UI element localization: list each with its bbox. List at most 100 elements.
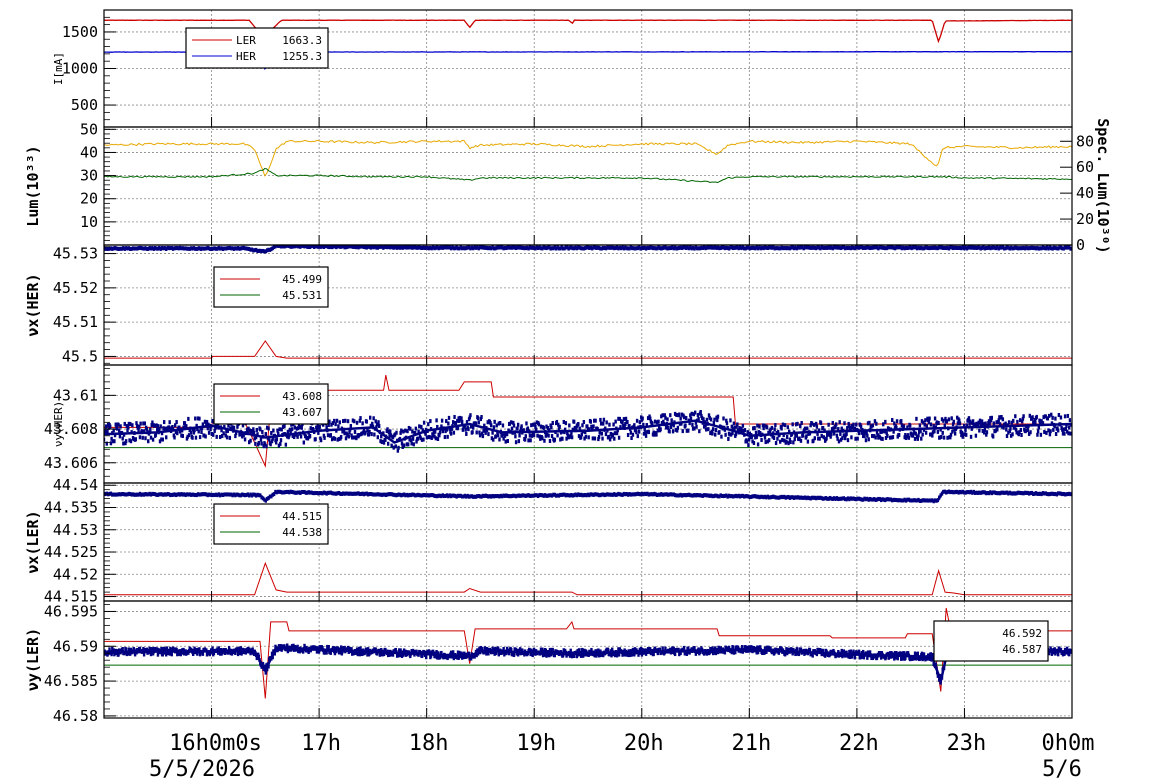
series-point [945,419,949,424]
series-point [902,651,906,656]
series-point [782,433,785,438]
series-point [805,426,809,431]
series-point [852,422,855,427]
series-point [971,419,975,424]
series-point [580,432,583,437]
series-point [435,649,438,654]
series-point [309,426,312,431]
series-point [617,652,621,657]
series-point [928,416,931,421]
series-point [785,439,788,444]
series-point [175,647,178,652]
series-point [818,436,821,441]
series-point [274,440,278,445]
series-point [539,424,543,429]
panel-frame [103,600,1073,719]
series-point [892,429,895,434]
series-point [785,647,788,652]
series-point [1007,430,1010,435]
series-point [895,425,898,430]
series-point [148,646,151,651]
series-point [672,646,675,651]
series-point [377,423,381,428]
series-point [866,433,869,438]
series-point [641,416,644,421]
series-point [928,656,931,661]
series-point [348,430,351,435]
legend-box [185,27,329,69]
series-point [1069,431,1072,436]
series-point [674,427,678,432]
series-point [608,437,612,442]
series-point [544,433,548,438]
series-point [783,423,787,428]
series-point [927,420,931,425]
series-point [920,436,923,441]
series-point [485,651,488,656]
series-point [825,436,828,441]
series-point [1059,647,1063,652]
series-line [104,419,1072,444]
series-point [808,648,812,653]
series-point [840,426,843,431]
series-point [224,433,227,438]
series-point [604,432,608,437]
y-tick-label: 30 [80,167,98,185]
series-point [142,646,145,651]
series-point [935,420,939,425]
series-point [563,427,567,432]
series-point [346,419,350,424]
series-point [754,430,758,435]
legend-value: 43.607 [282,406,322,419]
series-point [631,647,635,652]
series-point [862,430,866,435]
series-point [781,437,784,442]
series-point [456,655,459,660]
series-point [809,423,812,428]
series-point [763,646,767,651]
series-point [113,439,116,444]
series-point [476,651,480,656]
series-point [904,655,907,660]
series-point [611,433,615,438]
series-point [946,435,949,440]
series-point [1049,429,1052,434]
series-point [400,441,404,446]
series-point [785,435,789,440]
series-point [713,417,716,422]
series-point [218,651,222,656]
series-point [298,649,301,654]
series-point [1009,433,1013,438]
series-point [147,439,150,444]
series-point [340,651,344,656]
series-point [478,430,481,435]
series-point [457,655,460,660]
series-point [501,433,504,438]
series-point [1019,428,1023,433]
x-date-label: 5/6 [1042,757,1082,782]
series-point [241,423,245,428]
series-point [220,428,223,433]
series-point [212,651,216,656]
y-right-tick-label: 60 [1076,158,1094,176]
y-tick-label: 45.5 [62,347,98,365]
series-point [209,427,212,432]
series-point [566,431,569,436]
series-point [622,652,626,657]
series-point [1061,652,1065,657]
series-point [988,421,991,426]
series-point [138,647,142,652]
series-point [333,418,336,423]
y-tick-label: 44.515 [44,588,98,606]
series-point [821,426,825,431]
series-point [590,647,593,652]
series-point [661,413,664,418]
series-point [449,431,453,436]
series-point [456,426,460,431]
series-point [356,652,359,657]
y-tick-label: 45.53 [53,245,98,263]
series-point [848,424,851,429]
series-point [929,432,932,437]
series-point [1005,434,1009,439]
series-point [316,424,319,429]
